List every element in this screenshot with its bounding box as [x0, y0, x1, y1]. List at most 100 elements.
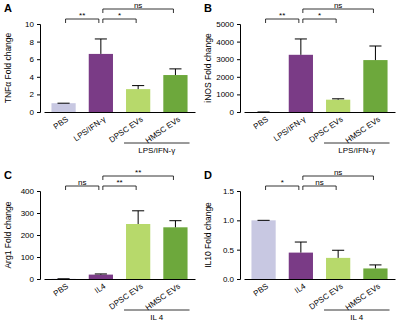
y-tick-mark	[237, 220, 240, 221]
bar	[126, 224, 150, 279]
x-tick-label: PBS	[252, 282, 270, 299]
error-bar	[95, 273, 107, 275]
error-bar	[258, 220, 270, 221]
panel: ATNFα Fold change0246810PBSLPS/IFN-γDPSC…	[3, 1, 196, 156]
x-tick-label: HMSC EVs	[144, 282, 182, 313]
significance-label: ns	[315, 178, 323, 187]
x-tick-label: PBS	[52, 282, 70, 299]
x-tick-label: IL4	[293, 281, 308, 295]
error-cap	[369, 46, 381, 47]
error-stem	[300, 242, 301, 253]
y-axis: 0246810	[25, 20, 40, 117]
error-stem	[100, 39, 101, 54]
y-axis-line	[37, 25, 41, 113]
x-tick: HMSC EVs	[344, 282, 382, 313]
y-tick-mark	[37, 77, 40, 78]
error-cap	[332, 250, 344, 251]
y-tick-label: 100	[21, 253, 35, 262]
x-tick-label: PBS	[52, 115, 70, 132]
y-tick-mark	[237, 77, 240, 78]
y-tick-mark	[237, 112, 240, 113]
y-tick: 10	[25, 20, 40, 29]
y-tick: 1.5	[223, 187, 240, 196]
y-tick-mark	[37, 235, 40, 236]
error-cap	[169, 68, 181, 69]
y-axis-line	[237, 25, 241, 113]
y-tick-mark	[237, 24, 240, 25]
plot-area	[251, 39, 387, 112]
x-tick: HMSC EVs	[344, 115, 382, 146]
significance-bracket	[66, 186, 99, 190]
error-stem	[138, 211, 139, 224]
y-tick-mark	[37, 42, 40, 43]
y-tick-label: 4000	[216, 38, 234, 47]
x-tick: DPSC EVs	[107, 282, 144, 312]
bar	[251, 111, 275, 112]
bar	[89, 54, 113, 112]
x-tick-label: LPS/IFN-γ	[72, 115, 107, 144]
bar	[326, 258, 350, 279]
bar	[163, 227, 187, 279]
y-tick: 2	[30, 90, 40, 99]
x-tick-label: IL4	[93, 281, 108, 295]
x-tick: PBS	[52, 282, 70, 299]
x-tick: PBS	[252, 115, 270, 132]
x-axis: PBS IL4DPSC EVsHMSC EVs	[45, 280, 196, 313]
y-tick: 5000	[216, 20, 240, 29]
y-tick-label: 2	[30, 90, 35, 99]
y-tick-mark	[37, 24, 40, 25]
significance-label: **	[279, 11, 285, 20]
error-cap	[58, 278, 70, 279]
y-tick: 4	[30, 73, 40, 82]
group-line	[124, 310, 190, 311]
significance-bracket	[266, 19, 299, 23]
y-tick-mark	[37, 213, 40, 214]
panel-label: C	[4, 169, 12, 181]
y-tick-label: 1.5	[223, 187, 235, 196]
bar	[289, 253, 313, 279]
y-tick-label: 2000	[216, 73, 234, 82]
y-tick-mark	[37, 279, 40, 280]
x-tick: IL4	[293, 281, 308, 295]
significance-bracket	[303, 186, 336, 190]
significance-bracket	[66, 19, 99, 23]
error-stem	[338, 250, 339, 258]
significance-bracket	[103, 186, 136, 190]
y-tick-label: 400	[21, 187, 35, 196]
y-tick-label: 5000	[216, 20, 234, 29]
y-tick-mark	[237, 279, 240, 280]
error-bar	[169, 69, 181, 75]
group-line	[324, 143, 390, 144]
y-tick-mark	[237, 42, 240, 43]
panel-label: B	[204, 2, 212, 14]
significance-label: *	[118, 11, 121, 20]
y-axis-title: TNFα Fold change	[3, 32, 13, 103]
significance-label: ns	[334, 168, 342, 177]
x-axis-line	[245, 112, 396, 113]
y-tick-mark	[37, 112, 40, 113]
y-tick-label: 0	[230, 108, 235, 117]
y-tick: 300	[21, 209, 40, 218]
error-cap	[132, 210, 144, 211]
bar	[289, 55, 313, 112]
error-bar	[295, 242, 307, 253]
error-cap	[295, 38, 307, 39]
bar	[89, 275, 113, 279]
y-axis-title: iNOS Fold change	[203, 33, 213, 103]
significance-label: **	[79, 11, 85, 20]
bar	[326, 100, 350, 112]
plot-area	[51, 211, 187, 279]
significance-bracket	[266, 186, 299, 190]
y-tick: 200	[21, 231, 40, 240]
y-tick-mark	[37, 59, 40, 60]
y-tick-label: 1.0	[223, 216, 235, 225]
significance-bracket	[103, 19, 136, 23]
y-tick-label: 0.0	[223, 275, 235, 284]
bar	[363, 60, 387, 112]
x-tick-label: DPSC EVs	[107, 282, 144, 312]
error-cap	[332, 98, 344, 99]
significance-bracket	[103, 176, 174, 180]
y-tick-mark	[37, 94, 40, 95]
x-tick-label: LPS/IFN-γ	[272, 115, 307, 144]
error-cap	[132, 85, 144, 86]
